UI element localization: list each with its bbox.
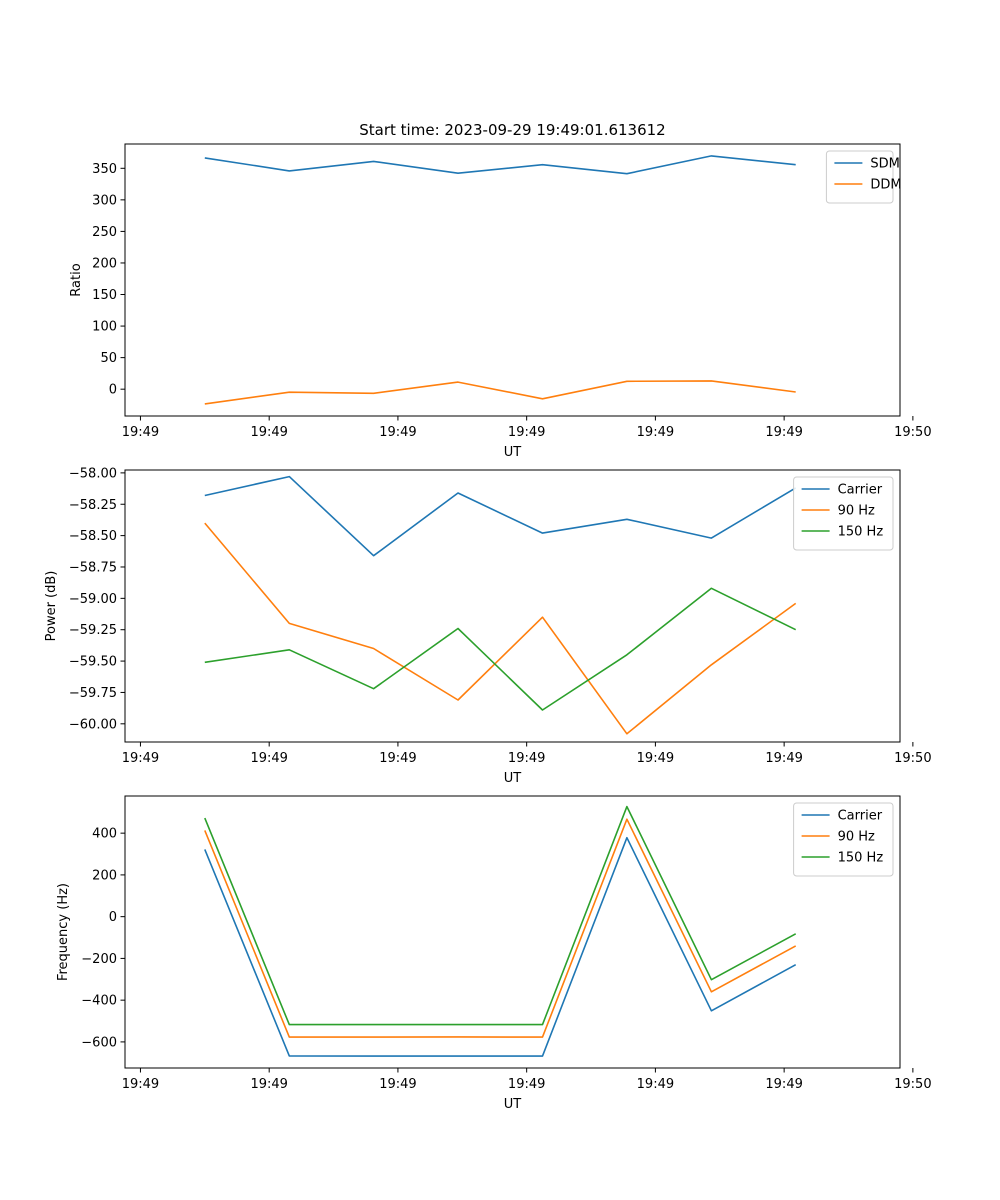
y-tick-label: 150 (92, 288, 117, 303)
y-tick-label: 50 (100, 351, 117, 366)
y-tick-label: 0 (109, 910, 117, 925)
series-line-150-hz (204, 587, 797, 711)
y-tick-label: −60.00 (69, 717, 117, 732)
y-tick-label: −400 (81, 994, 117, 1009)
subplot-3: 19:49 19:49 19:49 19:49 19:49 19:49 19:50 −600 −… (56, 795, 932, 1112)
chart-title: Start time: 2023-09-29 19:49:01.613612 (359, 121, 665, 139)
plot-frame (124, 469, 901, 743)
x-tick-label: 19:49 (637, 425, 674, 440)
legend-label: 90 Hz (838, 830, 875, 845)
series-line-ddm (204, 380, 796, 405)
legend: SDM DDM (825, 150, 902, 204)
y-tick-label: −59.00 (69, 592, 117, 607)
y-tick-label: −600 (81, 1035, 117, 1050)
y-axis-label: Frequency (Hz) (56, 883, 71, 981)
y-tick-label: 350 (92, 162, 117, 177)
y-tick-label: 0 (109, 383, 117, 398)
y-axis-label: Power (dB) (44, 571, 59, 642)
x-tick-label: 19:50 (894, 425, 931, 440)
y-tick-label: −58.25 (69, 498, 117, 513)
x-tick-label: 19:49 (765, 425, 802, 440)
y-tick-label: −58.50 (69, 529, 117, 544)
legend-label: 90 Hz (838, 504, 875, 519)
x-axis-label: UT (504, 1097, 522, 1112)
x-tick-label: 19:49 (122, 751, 159, 766)
x-tick-label: 19:49 (250, 1077, 287, 1092)
y-tick-label: −59.25 (69, 623, 117, 638)
y-tick-label: −58.00 (69, 466, 117, 481)
plot-frame (124, 795, 901, 1069)
series-line-carrier (204, 836, 797, 1057)
series-line-sdm (204, 155, 796, 175)
x-tick-label: 19:49 (122, 1077, 159, 1092)
y-tick-label: 200 (92, 256, 117, 271)
y-tick-label: 400 (92, 827, 117, 842)
x-tick-label: 19:49 (379, 1077, 416, 1092)
y-tick-label: 250 (92, 225, 117, 240)
x-tick-label: 19:49 (765, 1077, 802, 1092)
subplot-2: 19:49 19:49 19:49 19:49 19:49 19:49 19:50 −60.0… (44, 466, 932, 786)
subplot-1: Start time: 2023-09-29 19:49:01.613612 19… (69, 121, 932, 460)
legend: Carrier 90 Hz 150 Hz (793, 476, 894, 551)
y-axis-label: Ratio (69, 263, 84, 296)
legend-label: Carrier (838, 809, 883, 824)
x-tick-label: 19:49 (122, 425, 159, 440)
series-line-carrier (204, 475, 797, 557)
legend: Carrier 90 Hz 150 Hz (793, 802, 894, 877)
series-line-90-hz (204, 522, 797, 735)
x-tick-label: 19:50 (894, 1077, 931, 1092)
y-tick-label: 100 (92, 320, 117, 335)
plot-frame (124, 143, 901, 417)
x-tick-label: 19:49 (379, 425, 416, 440)
x-tick-label: 19:49 (508, 425, 545, 440)
series-line-90-hz (204, 818, 797, 1038)
y-tick-label: −59.50 (69, 655, 117, 670)
legend-label: SDM (870, 157, 899, 172)
legend-label: Carrier (838, 483, 883, 498)
series-line-150-hz (204, 805, 797, 1026)
x-tick-label: 19:50 (894, 751, 931, 766)
legend-label: 150 Hz (838, 525, 884, 540)
x-tick-label: 19:49 (250, 425, 287, 440)
y-tick-label: −59.75 (69, 686, 117, 701)
x-tick-label: 19:49 (637, 1077, 674, 1092)
x-tick-label: 19:49 (379, 751, 416, 766)
x-axis-label: UT (504, 445, 522, 460)
x-tick-label: 19:49 (637, 751, 674, 766)
x-tick-label: 19:49 (508, 1077, 545, 1092)
x-tick-label: 19:49 (508, 751, 545, 766)
legend-label: DDM (870, 178, 901, 193)
legend-box (825, 150, 894, 204)
legend-label: 150 Hz (838, 851, 884, 866)
y-tick-label: 200 (92, 868, 117, 883)
x-tick-label: 19:49 (765, 751, 802, 766)
x-tick-label: 19:49 (250, 751, 287, 766)
x-axis-label: UT (504, 771, 522, 786)
y-tick-label: −58.75 (69, 560, 117, 575)
y-tick-label: −200 (81, 952, 117, 967)
y-tick-label: 300 (92, 193, 117, 208)
